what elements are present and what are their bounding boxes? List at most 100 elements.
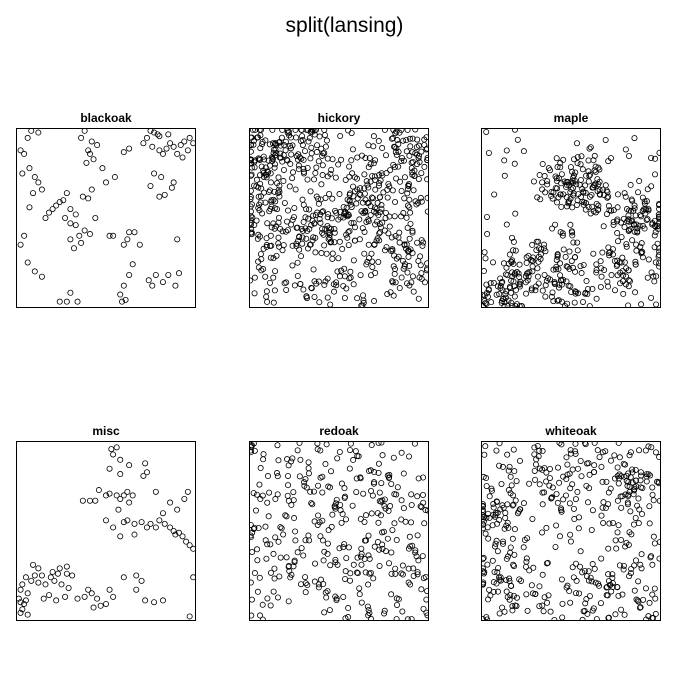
data-point [595, 202, 602, 209]
data-point [535, 238, 542, 245]
data-point [594, 188, 601, 195]
data-point [572, 590, 579, 597]
data-point [539, 501, 546, 508]
data-point [292, 528, 299, 535]
data-point [286, 132, 293, 139]
data-point [298, 138, 305, 145]
data-point [397, 178, 404, 185]
data-point [483, 128, 490, 135]
data-point [490, 259, 497, 266]
data-point [156, 517, 163, 524]
data-point [500, 540, 507, 547]
data-point [296, 441, 303, 446]
data-point [513, 269, 520, 276]
data-point [352, 237, 359, 244]
data-point [605, 249, 612, 256]
data-point [347, 447, 354, 454]
data-point [632, 477, 639, 484]
data-point [524, 269, 531, 276]
data-point [509, 502, 516, 509]
data-point [381, 610, 388, 617]
data-point [503, 288, 510, 295]
data-point [304, 295, 311, 302]
data-point [554, 499, 561, 506]
data-point [637, 469, 644, 476]
data-point [628, 531, 635, 538]
data-point [388, 234, 395, 241]
data-point [365, 606, 372, 613]
data-point [528, 287, 535, 294]
data-point [17, 586, 24, 593]
data-point [319, 229, 326, 236]
data-point [26, 165, 33, 172]
data-point [553, 522, 560, 529]
data-point [74, 298, 81, 305]
data-point [567, 485, 574, 492]
data-point [614, 191, 621, 198]
data-point [249, 219, 254, 226]
data-point [599, 249, 606, 256]
data-point [270, 550, 277, 557]
data-point [63, 190, 70, 197]
data-point [506, 596, 513, 603]
data-point [632, 289, 639, 296]
data-point [268, 197, 275, 204]
data-point [103, 179, 110, 186]
data-point [267, 206, 274, 213]
data-point [393, 616, 400, 621]
data-point [158, 174, 165, 181]
data-point [555, 464, 562, 471]
data-point [386, 213, 393, 220]
data-point [365, 184, 372, 191]
data-point [298, 128, 305, 133]
data-point [256, 128, 263, 133]
data-point [291, 204, 298, 211]
data-point [333, 496, 340, 503]
data-point [583, 172, 590, 179]
data-point [563, 203, 570, 210]
data-point [569, 564, 576, 571]
data-point [608, 272, 615, 279]
data-point [266, 141, 273, 148]
data-point [414, 239, 421, 246]
data-point [620, 272, 627, 279]
data-point [614, 464, 621, 471]
data-point [396, 129, 403, 136]
data-point [261, 156, 268, 163]
data-point [556, 533, 563, 540]
data-point [412, 547, 419, 554]
data-point [510, 238, 517, 245]
data-point [286, 142, 293, 149]
data-point [630, 521, 637, 528]
data-point [419, 491, 426, 498]
data-point [534, 265, 541, 272]
data-point [409, 135, 416, 142]
data-point [392, 199, 399, 206]
data-point [607, 485, 614, 492]
data-point [605, 202, 612, 209]
data-point [366, 155, 373, 162]
data-point [342, 568, 349, 575]
data-point [106, 586, 113, 593]
data-point [525, 273, 532, 280]
plot-area [249, 128, 429, 308]
data-point [399, 154, 406, 161]
data-point [337, 507, 344, 514]
data-point [481, 579, 487, 586]
data-point [409, 273, 416, 280]
data-point [318, 181, 325, 188]
data-point [509, 603, 516, 610]
data-point [335, 161, 342, 168]
data-point [255, 231, 262, 238]
data-point [503, 147, 510, 154]
data-point [81, 227, 88, 234]
data-point [254, 557, 261, 564]
data-point [532, 461, 539, 468]
data-point [593, 269, 600, 276]
data-point [395, 163, 402, 170]
data-point [586, 471, 593, 478]
data-point [546, 482, 553, 489]
data-point [636, 178, 643, 185]
data-point [124, 488, 131, 495]
data-point [31, 268, 38, 275]
